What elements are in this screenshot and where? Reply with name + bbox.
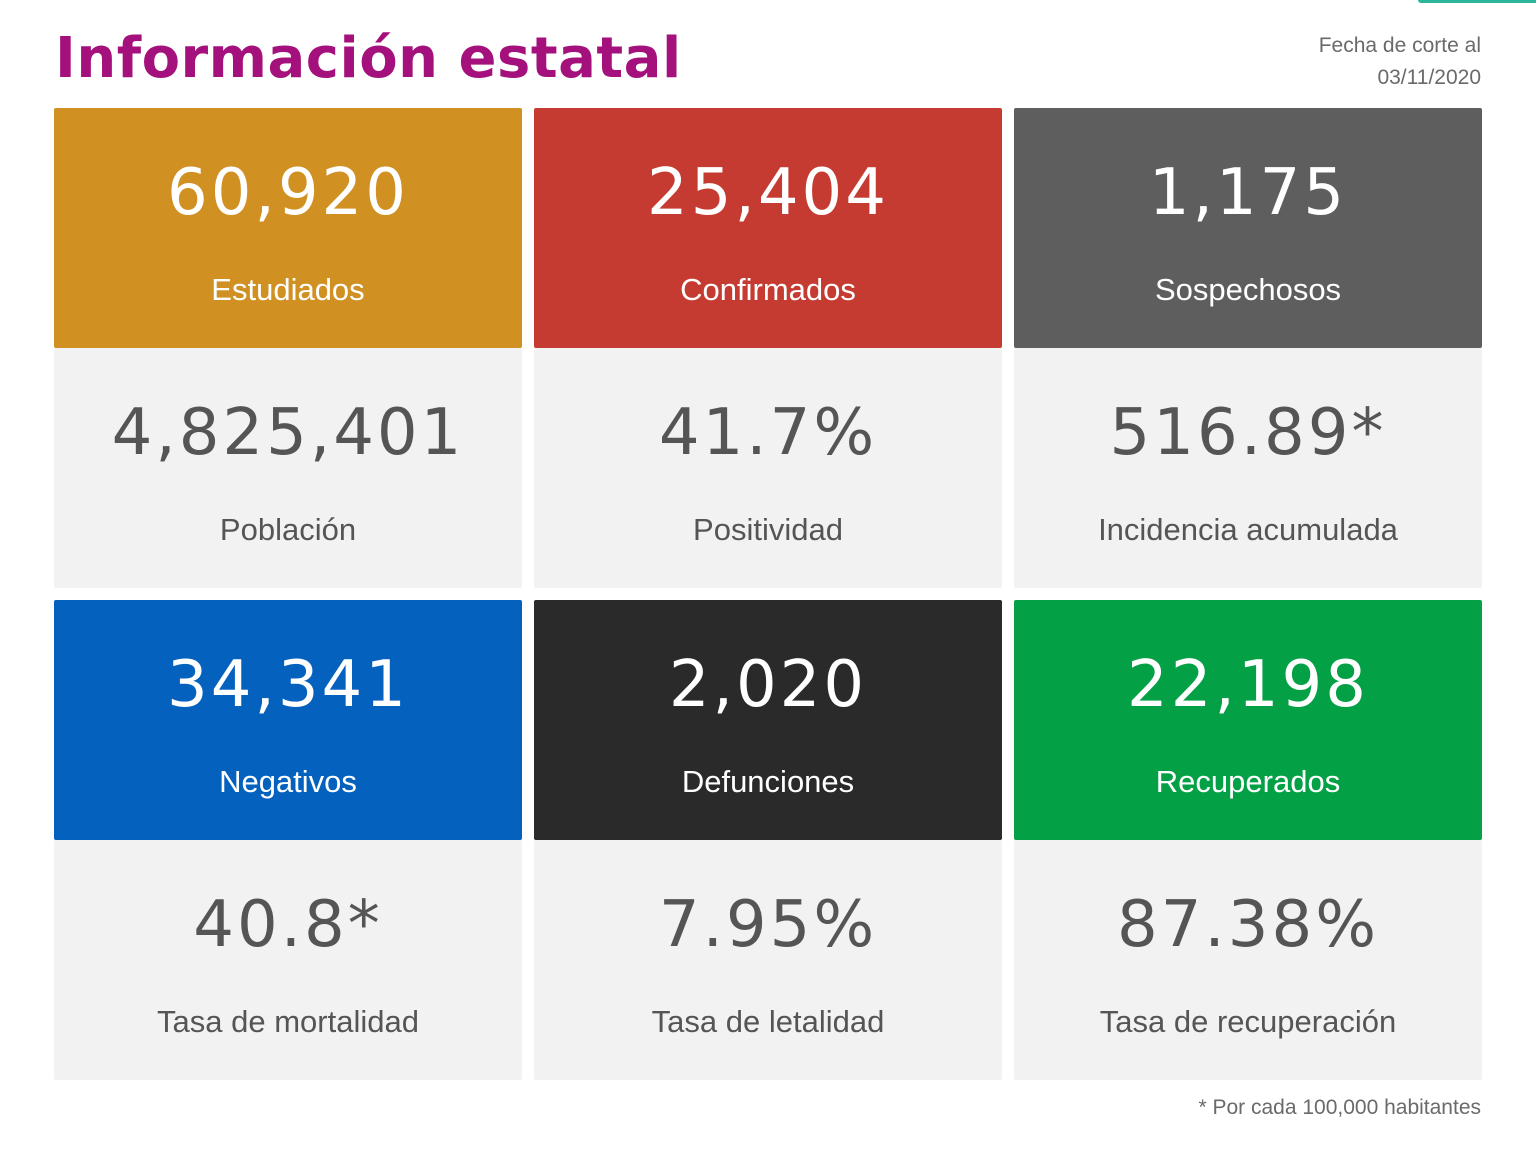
card-positividad: 41.7% Positividad [534, 348, 1002, 588]
card-recuperados: 22,198 Recuperados [1014, 600, 1482, 840]
card-estudiados: 60,920 Estudiados [54, 108, 522, 348]
card-value: 4,825,401 [111, 396, 465, 470]
card-incidencia: 516.89* Incidencia acumulada [1014, 348, 1482, 588]
card-label: Recuperados [1155, 764, 1341, 799]
card-value: 2,020 [668, 648, 868, 722]
card-value: 7.95% [658, 888, 878, 962]
card-label: Incidencia acumulada [1098, 512, 1398, 547]
cutoff-date-label: Fecha de corte al [1318, 34, 1481, 57]
card-recuperacion: 87.38% Tasa de recuperación [1014, 840, 1482, 1080]
card-label: Negativos [219, 764, 357, 799]
card-label: Defunciones [681, 764, 855, 799]
card-value: 1,175 [1148, 156, 1348, 230]
card-value: 25,404 [647, 156, 889, 230]
card-value: 34,341 [167, 648, 409, 722]
card-value: 41.7% [658, 396, 878, 470]
card-label: Tasa de mortalidad [157, 1004, 419, 1039]
card-label: Tasa de letalidad [651, 1004, 885, 1039]
cutoff-date: Fecha de corte al 03/11/2020 [1319, 30, 1481, 94]
card-mortalidad: 40.8* Tasa de mortalidad [54, 840, 522, 1080]
card-value: 60,920 [167, 156, 409, 230]
cutoff-date-value: 03/11/2020 [1377, 66, 1481, 89]
card-label: Tasa de recuperación [1099, 1004, 1397, 1039]
card-confirmados: 25,404 Confirmados [534, 108, 1002, 348]
page-title: Información estatal [55, 26, 682, 91]
card-value: 22,198 [1127, 648, 1369, 722]
top-accent-bar [1418, 0, 1536, 3]
card-poblacion: 4,825,401 Población [54, 348, 522, 588]
card-label: Población [219, 512, 357, 547]
card-defunciones: 2,020 Defunciones [534, 600, 1002, 840]
card-value: 40.8* [193, 888, 383, 962]
card-value: 87.38% [1116, 888, 1380, 962]
card-letalidad: 7.95% Tasa de letalidad [534, 840, 1002, 1080]
footnote: * Por cada 100,000 habitantes [1198, 1096, 1481, 1119]
card-label: Confirmados [680, 272, 856, 307]
card-label: Sospechosos [1154, 272, 1342, 307]
card-label: Positividad [693, 512, 843, 547]
card-negativos: 34,341 Negativos [54, 600, 522, 840]
card-label: Estudiados [211, 272, 365, 307]
card-value: 516.89* [1109, 396, 1387, 470]
card-sospechosos: 1,175 Sospechosos [1014, 108, 1482, 348]
